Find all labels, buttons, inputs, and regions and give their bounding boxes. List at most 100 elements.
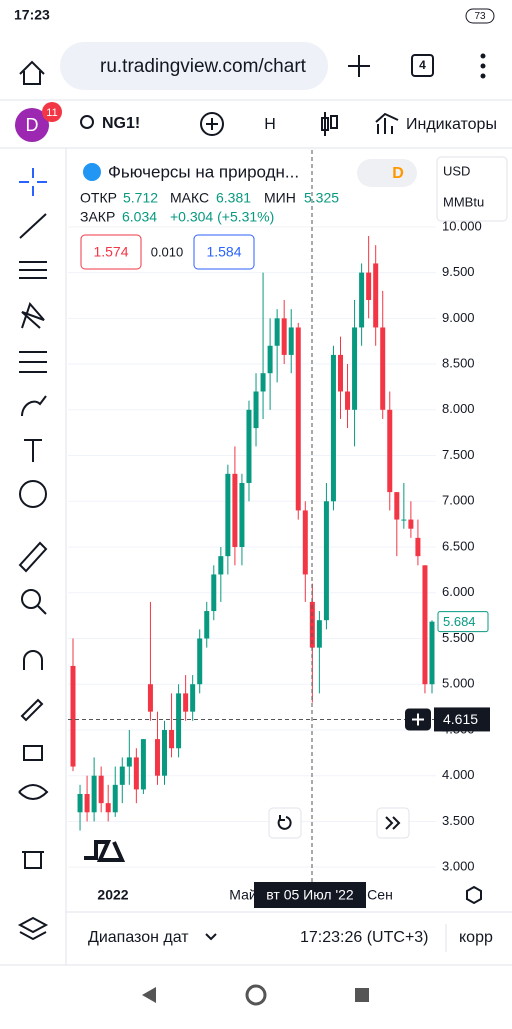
candle-body — [373, 263, 379, 328]
scroll-icon — [385, 816, 401, 830]
candle-body — [302, 510, 308, 575]
candle-body — [232, 473, 238, 548]
candle-body — [211, 574, 217, 612]
candle-body — [147, 684, 153, 712]
candle-body — [274, 318, 280, 346]
candle-body — [126, 757, 132, 767]
candle-body — [330, 354, 336, 502]
x-tick-label: Сен — [367, 887, 393, 903]
add-plus — [206, 118, 218, 130]
dropdown-icon — [205, 933, 217, 941]
battery: 73 — [474, 11, 486, 22]
candle-body — [162, 729, 168, 776]
y-tick-label: 7.500 — [442, 447, 475, 462]
candle-body — [415, 537, 421, 557]
avatar-letter: D — [26, 115, 39, 135]
ask: 1.584 — [206, 244, 241, 260]
high-label: МАКС — [170, 190, 209, 206]
open-label: ОТКР — [80, 190, 117, 206]
badge — [42, 102, 62, 122]
nav-home[interactable] — [245, 984, 267, 1006]
date-range[interactable]: Диапазон дат — [88, 929, 189, 946]
interval-pill[interactable] — [357, 159, 417, 187]
url: ru.tradingview.com/chart — [100, 56, 307, 77]
y-tick-label: 5.000 — [442, 676, 475, 691]
candle-body — [337, 354, 343, 392]
adjust[interactable]: корр — [459, 929, 493, 946]
nav-recents[interactable] — [355, 988, 369, 1002]
candle-body — [119, 766, 125, 785]
open: 5.712 — [123, 190, 158, 206]
badge-count: 11 — [46, 107, 57, 119]
indicators[interactable]: Индикаторы — [406, 116, 497, 133]
tabs-icon[interactable] — [411, 54, 434, 77]
nav-back[interactable] — [142, 987, 156, 1003]
candle-body — [204, 611, 210, 639]
last-price-box — [437, 611, 489, 633]
close: 6.034 — [122, 209, 157, 225]
candle-body — [345, 391, 351, 410]
spread: 0.010 — [151, 244, 184, 259]
candle-body — [84, 793, 90, 813]
y-tick-label: 3.500 — [442, 813, 475, 828]
drawing-tools[interactable] — [17, 168, 49, 941]
indicators-icon[interactable] — [375, 112, 399, 134]
y-tick-label: 6.000 — [442, 584, 475, 599]
candle-body — [359, 272, 365, 328]
battery-icon — [465, 8, 495, 24]
close-label: ЗАКР — [80, 209, 115, 225]
candle-body — [401, 519, 407, 521]
candle-body — [105, 803, 111, 813]
unit-box[interactable] — [436, 156, 508, 222]
settings-icon[interactable] — [466, 885, 482, 905]
high: 6.381 — [216, 190, 251, 206]
currency: USD — [443, 163, 470, 178]
time: 17:23 — [14, 7, 50, 23]
candle-body — [91, 775, 97, 813]
add-symbol[interactable] — [200, 112, 224, 136]
sell-button[interactable] — [80, 234, 142, 270]
symbol-title: Фьючерсы на природн... — [108, 162, 299, 181]
candle-body — [154, 739, 160, 776]
candle-body — [112, 784, 118, 813]
y-tick-label: 9.500 — [442, 264, 475, 279]
candle-body — [253, 391, 259, 429]
candle-body — [176, 693, 182, 749]
crosshair-date: вт 05 Июл '22 — [266, 887, 354, 903]
symbol-icon — [83, 163, 101, 181]
menu[interactable] — [480, 53, 486, 79]
home-icon[interactable] — [19, 60, 45, 85]
buy-button[interactable] — [193, 234, 255, 270]
new-tab[interactable] — [348, 55, 370, 77]
candle-body — [323, 501, 329, 621]
candle-body — [380, 327, 386, 410]
interval[interactable]: H — [264, 116, 276, 133]
crosshair-price: 4.615 — [443, 711, 478, 727]
y-tick-label: 9.000 — [442, 310, 475, 325]
x-tick-label: 2022 — [97, 887, 128, 903]
y-tick-label: 6.500 — [442, 538, 475, 553]
reset-button[interactable] — [268, 807, 302, 839]
candle-body — [246, 409, 252, 483]
symbol[interactable]: NG1! — [102, 115, 140, 132]
avatar[interactable] — [15, 108, 49, 142]
candle-body — [70, 665, 76, 767]
candle-body — [267, 345, 273, 374]
crosshair-date-box — [254, 882, 366, 908]
low: 5.325 — [304, 190, 339, 206]
bid: 1.574 — [93, 244, 128, 260]
candle-body — [225, 473, 231, 557]
logo — [84, 840, 126, 862]
candle-body — [281, 318, 287, 355]
y-tick-label: 5.500 — [442, 630, 475, 645]
search-icon[interactable] — [80, 115, 94, 129]
chart-type[interactable] — [321, 112, 338, 136]
candle-body — [197, 638, 203, 685]
y-tick-label: 10.000 — [442, 218, 482, 233]
candle-body — [316, 620, 322, 648]
low-label: МИН — [264, 190, 296, 206]
url-field[interactable] — [60, 42, 328, 90]
candle-body — [169, 729, 175, 749]
unit: MMBtu — [443, 194, 484, 209]
